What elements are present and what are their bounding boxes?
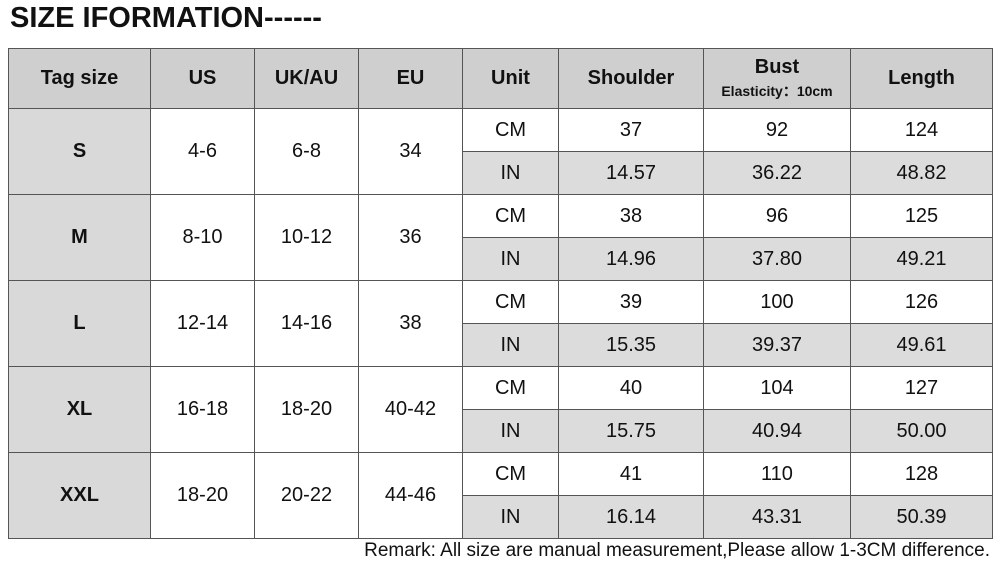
in-cell: 14.96: [558, 237, 704, 281]
eu-cell: 38: [358, 280, 463, 367]
cm-cell: 127: [850, 366, 993, 410]
in-cell: 16.14: [558, 495, 704, 539]
cm-cell: 110: [703, 452, 851, 496]
in-cell: 15.75: [558, 409, 704, 453]
header-cell: Length: [850, 48, 993, 109]
bust-note: Elasticity：10cm: [721, 83, 833, 99]
in-cell: 40.94: [703, 409, 851, 453]
in-cell: IN: [462, 495, 559, 539]
ukau-cell: 18-20: [254, 366, 359, 453]
us-cell: 18-20: [150, 452, 255, 539]
header-text: Bust: [754, 56, 800, 78]
cm-cell: CM: [462, 452, 559, 496]
header-cell: Shoulder: [558, 48, 704, 109]
eu-cell: 40-42: [358, 366, 463, 453]
in-cell: 15.35: [558, 323, 704, 367]
in-cell: 43.31: [703, 495, 851, 539]
eu-cell: 44-46: [358, 452, 463, 539]
header-cell: Bust Elasticity：10cm: [703, 48, 851, 109]
in-cell: 36.22: [703, 151, 851, 195]
in-cell: 49.61: [850, 323, 993, 367]
in-cell: 37.80: [703, 237, 851, 281]
in-cell: 14.57: [558, 151, 704, 195]
header-cell: Unit: [462, 48, 559, 109]
in-cell: IN: [462, 237, 559, 281]
ukau-cell: 6-8: [254, 108, 359, 195]
tag-cell: L: [8, 280, 151, 367]
tag-cell: XXL: [8, 452, 151, 539]
in-cell: IN: [462, 409, 559, 453]
cm-cell: 128: [850, 452, 993, 496]
cm-cell: 100: [703, 280, 851, 324]
in-cell: 50.39: [850, 495, 993, 539]
in-cell: 48.82: [850, 151, 993, 195]
cm-cell: 40: [558, 366, 704, 410]
ukau-cell: 20-22: [254, 452, 359, 539]
header-cell: Tag size: [8, 48, 151, 109]
cm-cell: 126: [850, 280, 993, 324]
in-cell: 50.00: [850, 409, 993, 453]
in-cell: 39.37: [703, 323, 851, 367]
cm-cell: 37: [558, 108, 704, 152]
cm-cell: 96: [703, 194, 851, 238]
cm-cell: 39: [558, 280, 704, 324]
ukau-cell: 10-12: [254, 194, 359, 281]
cm-cell: CM: [462, 194, 559, 238]
title: SIZE IFORMATION------: [10, 2, 322, 34]
cm-cell: CM: [462, 280, 559, 324]
header-cell: UK/AU: [254, 48, 359, 109]
tag-cell: XL: [8, 366, 151, 453]
us-cell: 4-6: [150, 108, 255, 195]
tag-cell: S: [8, 108, 151, 195]
cm-cell: 125: [850, 194, 993, 238]
cm-cell: 41: [558, 452, 704, 496]
ukau-cell: 14-16: [254, 280, 359, 367]
remark: Remark: All size are manual measurement,…: [364, 540, 990, 561]
us-cell: 12-14: [150, 280, 255, 367]
eu-cell: 34: [358, 108, 463, 195]
cm-cell: 104: [703, 366, 851, 410]
header-cell: US: [150, 48, 255, 109]
cm-cell: 124: [850, 108, 993, 152]
in-cell: IN: [462, 323, 559, 367]
in-cell: 49.21: [850, 237, 993, 281]
eu-cell: 36: [358, 194, 463, 281]
tag-cell: M: [8, 194, 151, 281]
header-cell: EU: [358, 48, 463, 109]
in-cell: IN: [462, 151, 559, 195]
cm-cell: 38: [558, 194, 704, 238]
us-cell: 16-18: [150, 366, 255, 453]
us-cell: 8-10: [150, 194, 255, 281]
cm-cell: CM: [462, 366, 559, 410]
cm-cell: CM: [462, 108, 559, 152]
cm-cell: 92: [703, 108, 851, 152]
